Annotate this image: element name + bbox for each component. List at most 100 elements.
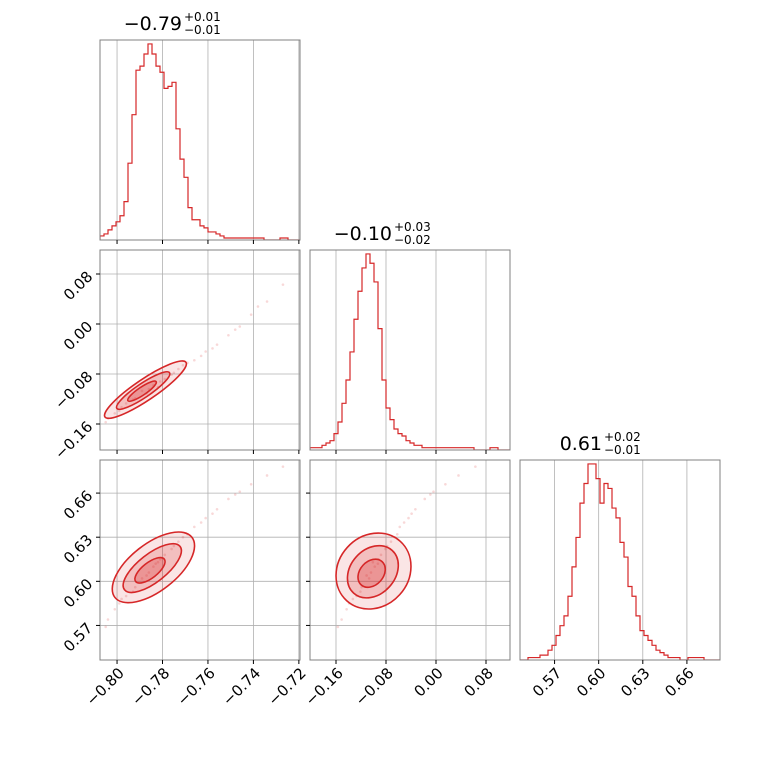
scatter-point: [106, 618, 110, 621]
scatter-point: [457, 474, 460, 477]
scatter-point: [177, 540, 180, 543]
y-tick-label: 0.66: [60, 487, 96, 523]
y-tick-label: 0.63: [60, 531, 96, 567]
scatter-point: [395, 532, 399, 536]
scatter-point: [156, 560, 160, 564]
scatter-point: [215, 343, 219, 346]
panel-x2-vs-x3: −0.16 −0.08 0.00 0.08: [302, 459, 511, 709]
scatter-point: [170, 547, 173, 551]
scatter-point: [373, 565, 377, 568]
scatter-point: [104, 625, 107, 629]
histogram-step: [100, 43, 300, 240]
scatter-point: [336, 625, 340, 629]
x-tick-label: 0.00: [410, 664, 446, 700]
scatter-point: [147, 571, 151, 574]
density-contour: [335, 532, 412, 610]
scatter-point: [199, 521, 203, 524]
scatter-point: [204, 516, 207, 520]
scatter-point: [389, 540, 393, 543]
panel-diag-1: −0.79 +0.01−0.01: [99, 10, 301, 244]
scatter-point: [158, 557, 162, 561]
scatter-point: [444, 482, 447, 486]
density-contour: [134, 556, 166, 584]
scatter-point: [369, 571, 373, 574]
scatter-point: [402, 521, 406, 524]
scatter-point: [233, 493, 237, 496]
scatter-point: [249, 313, 253, 316]
plot-area: [520, 463, 720, 660]
scatter-point: [140, 389, 144, 393]
x-tick-label: −0.78: [128, 664, 173, 709]
scatter-point: [359, 590, 362, 593]
plot-area: [335, 465, 477, 629]
scatter-point: [145, 574, 148, 577]
scatter-point: [365, 574, 368, 577]
panel-frame: [99, 459, 301, 661]
scatter-point: [340, 618, 343, 621]
histogram-step: [310, 253, 510, 450]
scatter-point: [398, 525, 402, 529]
scatter-point: [163, 377, 167, 381]
x-tick-label: −0.80: [83, 664, 128, 709]
scatter-point: [140, 577, 144, 580]
scatter-point: [256, 305, 260, 308]
scatter-point: [238, 490, 242, 493]
scatter-point: [170, 373, 173, 376]
panel-title-plus: +0.03: [394, 220, 431, 234]
y-tick-label: −0.08: [51, 368, 96, 413]
panel-title-value: −0.10: [334, 223, 392, 245]
scatter-point: [265, 474, 269, 477]
scatter-point: [113, 412, 117, 415]
plot-area: [103, 283, 285, 424]
scatter-point: [227, 497, 230, 501]
scatter-point: [118, 602, 121, 605]
scatter-point: [429, 493, 432, 496]
scatter-point: [120, 597, 123, 601]
scatter-point: [410, 512, 413, 515]
panel-x1-vs-x2: −0.16 −0.08 0.00 0.08: [51, 249, 301, 463]
y-tick-label: −0.16: [51, 418, 96, 463]
scatter-point: [177, 367, 180, 371]
scatter-point: [249, 482, 253, 486]
scatter-point: [152, 565, 155, 568]
density-contour: [103, 360, 188, 420]
panel-title-plus: +0.01: [184, 10, 221, 24]
scatter-point: [181, 535, 185, 539]
panel-frame: [309, 249, 511, 451]
y-tick-label: 0.08: [60, 268, 96, 304]
panel-frame: [309, 459, 511, 661]
scatter-point: [281, 465, 285, 468]
scatter-point: [281, 283, 285, 286]
histogram-step: [520, 463, 720, 660]
panel-frame: [519, 459, 721, 661]
density-contour: [122, 542, 183, 594]
scatter-point: [379, 553, 383, 557]
y-tick-label: 0.57: [60, 619, 96, 655]
scatter-point: [120, 405, 123, 409]
scatter-point: [193, 525, 196, 529]
scatter-point: [376, 562, 380, 565]
scatter-point: [158, 380, 162, 383]
panel-diag-2: −0.10 +0.03−0.02: [309, 220, 511, 454]
panel-title-minus: −0.01: [184, 23, 221, 37]
scatter-point: [163, 553, 167, 557]
y-tick-label: 0.60: [60, 575, 96, 611]
x-tick-label: −0.72: [264, 664, 309, 709]
scatter-point: [265, 300, 269, 303]
scatter-point: [227, 333, 230, 337]
plot-area: [310, 253, 510, 450]
scatter-point: [172, 371, 176, 375]
x-tick-label: 0.57: [529, 664, 565, 700]
scatter-point: [371, 560, 375, 564]
x-tick-label: 0.08: [460, 664, 496, 700]
panel-frame: [99, 39, 301, 241]
scatter-point: [407, 516, 410, 520]
y-tick-label: 0.00: [60, 318, 96, 354]
panel-title-minus: −0.02: [394, 233, 431, 247]
scatter-point: [351, 597, 355, 601]
plot-area: [104, 465, 285, 629]
scatter-point: [423, 497, 427, 501]
x-tick-label: −0.08: [352, 664, 397, 709]
panel-title-plus: +0.02: [604, 430, 641, 444]
